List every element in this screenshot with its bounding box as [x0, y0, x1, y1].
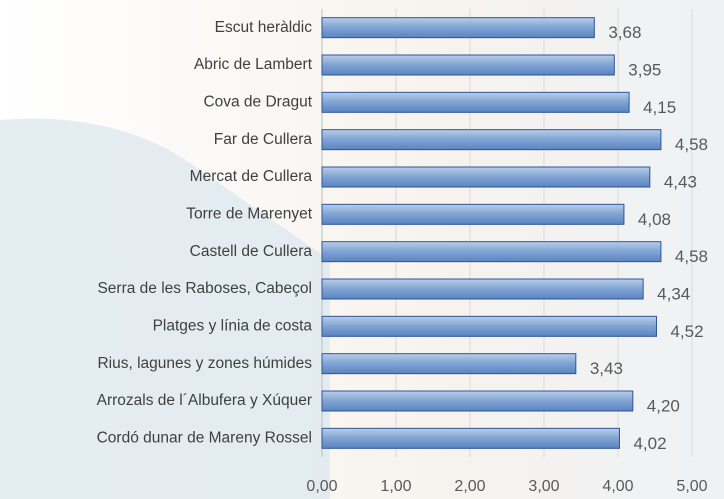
- value-label: 4,02: [633, 434, 666, 453]
- bar: [321, 54, 615, 76]
- y-tick-label: Escut heràldic: [215, 19, 313, 36]
- x-tick-label: 2,00: [454, 478, 485, 495]
- y-tick-label: Mercat de Cullera: [190, 168, 313, 185]
- y-tick-label: Serra de les Raboses, Cabeçol: [97, 280, 312, 297]
- value-label: 3,95: [628, 60, 661, 79]
- bar: [321, 278, 644, 300]
- y-tick-label: Abric de Lambert: [194, 56, 313, 73]
- value-label: 4,52: [670, 322, 703, 341]
- bar: [321, 241, 662, 263]
- value-label: 4,20: [647, 396, 680, 415]
- y-tick-label: Platges y línia de costa: [153, 317, 313, 334]
- x-tick-label: 1,00: [380, 478, 411, 495]
- value-label: 4,34: [657, 284, 690, 303]
- y-tick-label: Far de Cullera: [214, 131, 313, 148]
- bar: [321, 129, 662, 151]
- y-tick-label: Torre de Marenyet: [186, 205, 312, 222]
- bar: [321, 315, 657, 337]
- bar: [321, 91, 630, 113]
- y-tick-label: Rius, lagunes y zones húmides: [97, 355, 312, 372]
- x-tick-label: 0,00: [306, 478, 337, 495]
- x-tick-label: 3,00: [528, 478, 559, 495]
- value-label: 4,58: [675, 247, 708, 266]
- value-label: 3,43: [590, 359, 623, 378]
- bar: [321, 427, 620, 449]
- bar: [321, 353, 577, 375]
- value-label: 4,08: [638, 210, 671, 229]
- y-tick-label: Cova de Dragut: [203, 93, 312, 110]
- value-label: 4,15: [643, 98, 676, 117]
- value-label: 3,68: [608, 23, 641, 42]
- value-label: 4,58: [675, 135, 708, 154]
- y-tick-label: Castell de Cullera: [190, 243, 313, 260]
- bar: [321, 203, 625, 225]
- value-label: 4,43: [664, 172, 697, 191]
- bar: [321, 17, 595, 39]
- background-shape: [0, 118, 330, 499]
- bar: [321, 390, 634, 412]
- x-tick-label: 4,00: [602, 478, 633, 495]
- y-tick-label: Arrozals de l´Albufera y Xúquer: [97, 392, 312, 409]
- bar: [321, 166, 651, 188]
- x-tick-label: 5,00: [676, 478, 707, 495]
- y-tick-label: Cordó dunar de Mareny Rossel: [97, 429, 312, 446]
